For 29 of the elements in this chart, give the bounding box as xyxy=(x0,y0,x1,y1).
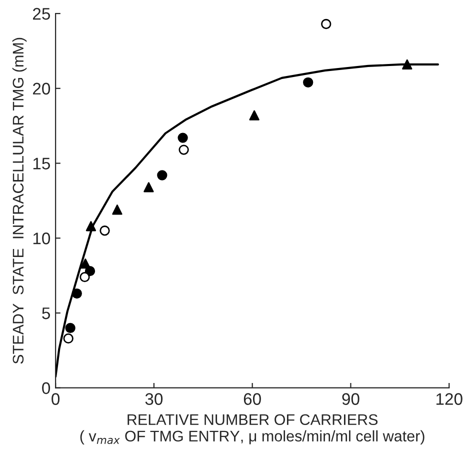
point xyxy=(402,59,412,70)
point xyxy=(303,77,314,88)
y-tick-label: 25 xyxy=(33,8,50,20)
y-tick-label: 5 xyxy=(42,308,50,320)
point xyxy=(178,132,188,143)
x-tick-label: 90 xyxy=(342,393,360,405)
point xyxy=(80,272,90,282)
point xyxy=(100,226,110,236)
point xyxy=(63,333,74,344)
point xyxy=(144,182,154,192)
point xyxy=(80,258,90,269)
y-tick-label: 10 xyxy=(33,232,50,244)
point xyxy=(65,322,76,334)
point xyxy=(72,288,82,299)
y-tick-label: 20 xyxy=(33,82,50,95)
x-tick-label: 0 xyxy=(52,393,60,405)
y-tick-label: 15 xyxy=(33,158,50,170)
point xyxy=(321,18,332,30)
point xyxy=(112,204,122,215)
point xyxy=(157,170,168,180)
point xyxy=(249,110,260,120)
point xyxy=(178,144,189,155)
x-tick-label: 60 xyxy=(244,393,261,405)
point xyxy=(86,221,96,232)
x-tick-label: 120 xyxy=(436,393,462,405)
text: RELATIVE NUMBER OF CARRIERS ( v$_{max}$ OF TMG ENTRY, μ moles/min/ml cell water) xyxy=(80,414,424,445)
x-tick-label: 30 xyxy=(145,393,163,405)
y-tick-label: 0 xyxy=(42,382,50,394)
y-axis-title: STEADY STATE INTRACELLULAR TMG (mM) xyxy=(12,38,27,364)
